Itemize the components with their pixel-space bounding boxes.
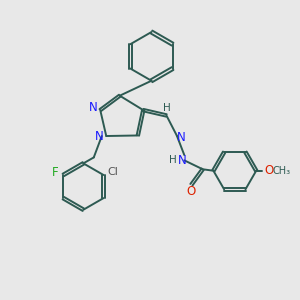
Text: N: N — [95, 130, 104, 142]
Text: N: N — [177, 131, 186, 144]
Text: N: N — [178, 154, 186, 167]
Text: H: H — [163, 103, 171, 113]
Text: CH₃: CH₃ — [273, 166, 291, 176]
Text: N: N — [89, 101, 98, 114]
Text: O: O — [265, 164, 274, 177]
Text: Cl: Cl — [107, 167, 118, 177]
Text: H: H — [169, 155, 177, 165]
Text: F: F — [52, 166, 58, 179]
Text: O: O — [186, 185, 195, 198]
